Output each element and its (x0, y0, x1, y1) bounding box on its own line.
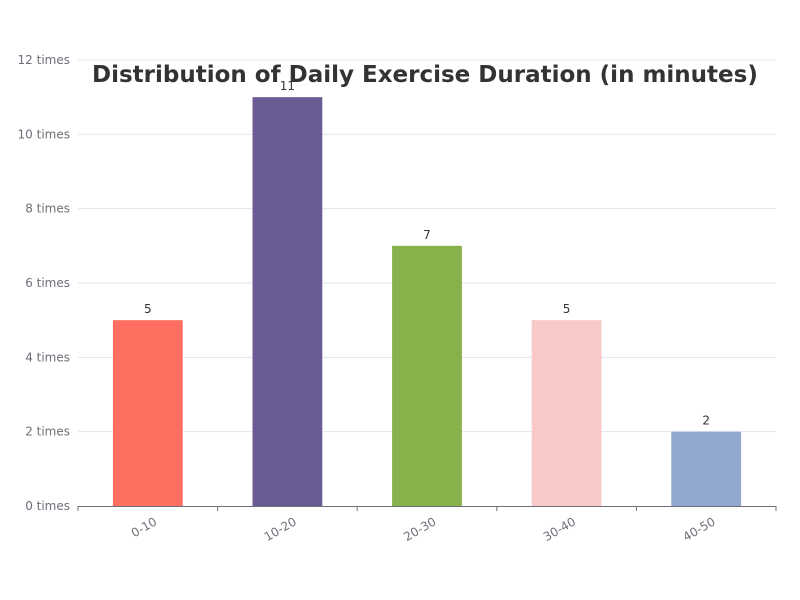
chart-title: Distribution of Daily Exercise Duration … (92, 62, 758, 88)
y-tick-label: 12 times (18, 53, 70, 67)
bar-value-label: 2 (702, 414, 710, 428)
y-tick-label: 0 times (25, 499, 70, 513)
y-tick-label: 10 times (18, 127, 70, 141)
bar-value-label: 11 (280, 79, 295, 93)
bar (112, 320, 183, 506)
y-tick-label: 6 times (25, 276, 70, 290)
bar-value-label: 7 (423, 228, 431, 242)
bar (392, 245, 462, 507)
bar-value-label: 5 (144, 302, 152, 316)
bar (531, 320, 602, 506)
x-category-label: 20-30 (401, 514, 438, 544)
x-category-label: 10-20 (262, 514, 299, 544)
y-tick-label: 8 times (25, 202, 70, 216)
bar-value-label: 5 (563, 302, 571, 316)
x-category-label: 30-40 (541, 514, 578, 544)
x-category-label: 0-10 (129, 514, 160, 540)
y-tick-label: 2 times (25, 425, 70, 439)
bars (112, 97, 742, 507)
bar (252, 97, 323, 507)
value-labels: 5 11 7 5 2 (144, 79, 710, 428)
x-category-label: 40-50 (680, 514, 717, 544)
y-tick-label: 4 times (25, 350, 70, 364)
bar (671, 431, 742, 506)
